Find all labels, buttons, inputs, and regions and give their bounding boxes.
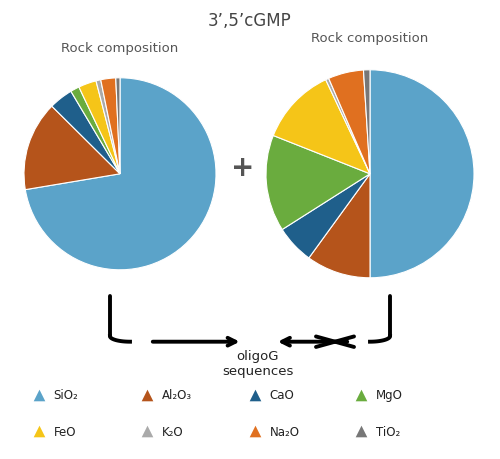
Text: +: + xyxy=(231,154,254,181)
Point xyxy=(35,428,43,435)
Text: Al₂O₃: Al₂O₃ xyxy=(162,388,192,401)
Wedge shape xyxy=(100,79,120,174)
Text: K₂O: K₂O xyxy=(162,425,183,438)
Wedge shape xyxy=(309,174,370,278)
Point xyxy=(357,391,365,398)
Wedge shape xyxy=(364,71,370,174)
Point xyxy=(357,428,365,435)
Text: oligoG
sequences: oligoG sequences xyxy=(222,349,293,377)
Text: TiO₂: TiO₂ xyxy=(376,425,400,438)
Point xyxy=(143,428,151,435)
Point xyxy=(35,391,43,398)
Point xyxy=(251,391,259,398)
Point xyxy=(251,428,259,435)
Text: CaO: CaO xyxy=(270,388,294,401)
Title: Rock composition: Rock composition xyxy=(62,42,178,55)
Wedge shape xyxy=(24,107,120,190)
Wedge shape xyxy=(26,78,216,270)
Wedge shape xyxy=(370,71,474,278)
Wedge shape xyxy=(52,92,120,174)
Text: FeO: FeO xyxy=(54,425,76,438)
Wedge shape xyxy=(274,80,370,174)
Text: Na₂O: Na₂O xyxy=(270,425,300,438)
Text: 3’,5’cGMP: 3’,5’cGMP xyxy=(208,11,292,29)
Wedge shape xyxy=(326,79,370,174)
Wedge shape xyxy=(96,81,120,174)
Title: Rock composition: Rock composition xyxy=(312,32,428,45)
Wedge shape xyxy=(266,136,370,230)
Wedge shape xyxy=(282,174,370,258)
Wedge shape xyxy=(328,71,370,174)
Wedge shape xyxy=(116,78,120,174)
Wedge shape xyxy=(79,82,120,174)
Wedge shape xyxy=(71,88,120,174)
Point xyxy=(143,391,151,398)
Text: MgO: MgO xyxy=(376,388,402,401)
Text: SiO₂: SiO₂ xyxy=(54,388,78,401)
